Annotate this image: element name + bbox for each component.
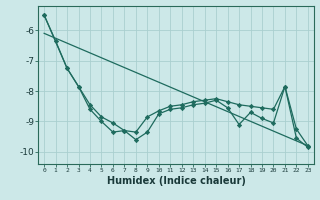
X-axis label: Humidex (Indice chaleur): Humidex (Indice chaleur)	[107, 176, 245, 186]
